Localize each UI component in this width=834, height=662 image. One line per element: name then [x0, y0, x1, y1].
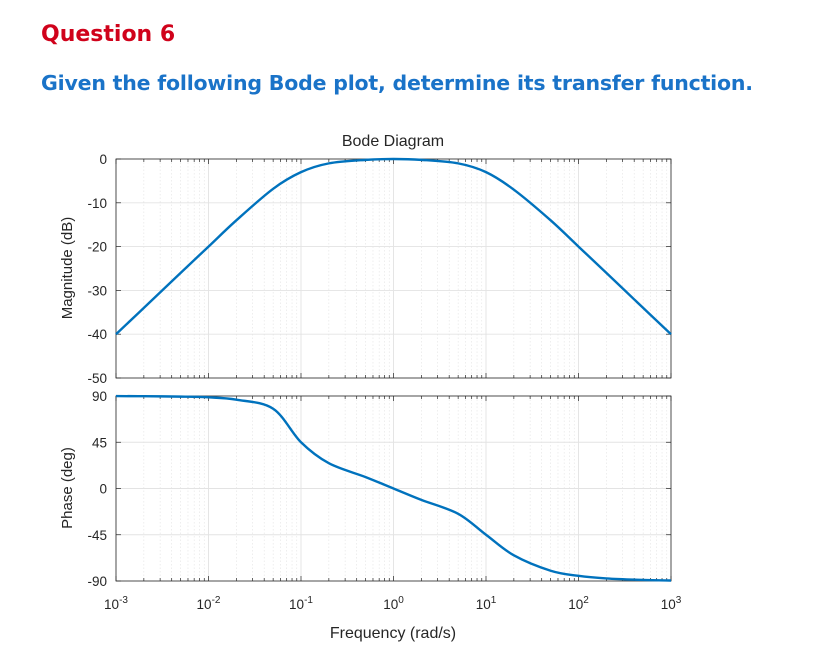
phase-y-label: Phase (deg)	[59, 447, 76, 529]
magnitude-y-tick-label: -20	[87, 240, 107, 255]
magnitude-y-tick-label: -30	[87, 283, 107, 298]
magnitude-y-label: Magnitude (dB)	[59, 217, 76, 320]
x-tick-label: 10-1	[289, 595, 313, 612]
question-title: Question 6	[41, 22, 176, 47]
magnitude-y-tick-label: -40	[87, 327, 107, 342]
phase-curve	[115, 394, 672, 582]
magnitude-y-tick-label: -10	[87, 196, 107, 211]
x-tick-label: 103	[661, 595, 682, 612]
grid-layer	[115, 158, 672, 582]
x-tick-label: 10-3	[104, 595, 128, 612]
x-tick-label: 10-2	[197, 595, 221, 612]
magnitude-y-tick-label: 0	[99, 152, 107, 167]
x-tick-label: 102	[568, 595, 589, 612]
tick-label-layer: 0 -10 -20 -30 -40 -50 90 45 0 -45 -90 10-3 10-2 10-1 1…	[87, 152, 681, 612]
question-text: Given the following Bode plot, determine…	[41, 71, 753, 95]
x-tick-label: 100	[383, 595, 404, 612]
magnitude-curve	[115, 157, 672, 336]
chart-title: Bode Diagram	[342, 133, 444, 150]
magnitude-y-tick-label: -50	[87, 371, 107, 386]
phase-y-tick-label: 90	[92, 389, 107, 404]
x-tick-label: 101	[476, 595, 497, 612]
x-axis-label: Frequency (rad/s)	[330, 625, 456, 642]
phase-y-tick-label: -45	[87, 528, 107, 543]
phase-y-tick-label: 0	[99, 482, 107, 497]
phase-y-tick-label: 45	[92, 435, 107, 450]
phase-y-tick-label: -90	[87, 574, 107, 589]
tick-layer	[115, 158, 672, 582]
